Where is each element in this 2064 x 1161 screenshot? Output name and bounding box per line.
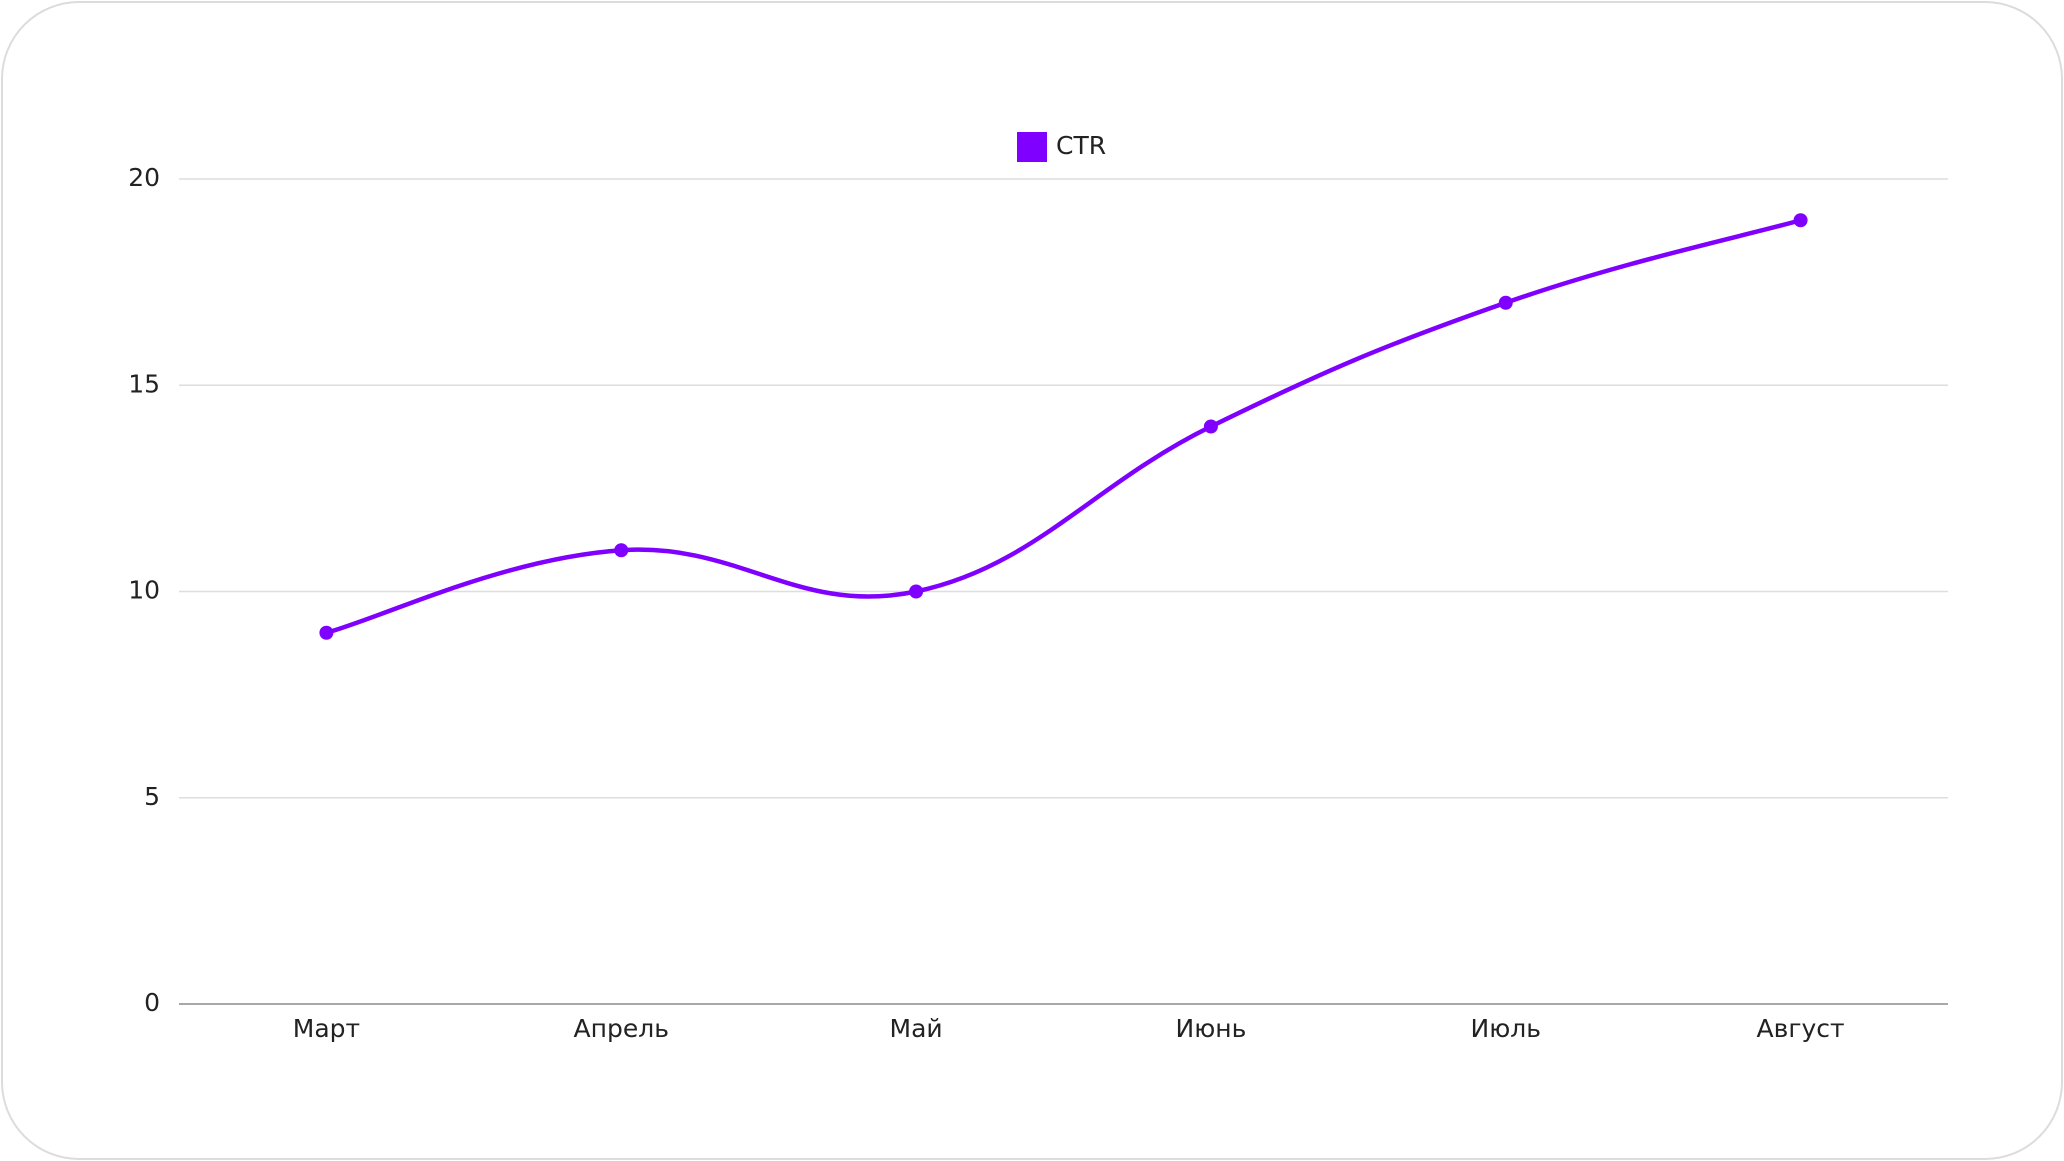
x-tick-label: Июль xyxy=(1471,1014,1541,1043)
x-tick-label: Март xyxy=(293,1014,360,1043)
y-tick-label: 15 xyxy=(128,369,160,398)
point xyxy=(319,625,334,640)
legend-label: CTR xyxy=(1056,131,1106,160)
x-tick-label: Апрель xyxy=(574,1014,669,1043)
point xyxy=(1498,295,1513,310)
x-tick-label: Май xyxy=(890,1014,943,1043)
y-tick-label: 20 xyxy=(128,163,160,192)
y-tick-label: 10 xyxy=(128,576,160,605)
legend-swatch xyxy=(1017,132,1047,162)
point xyxy=(1203,419,1218,434)
point xyxy=(1793,213,1808,228)
line xyxy=(325,218,1802,635)
y-tick-label: 5 xyxy=(144,782,160,811)
point xyxy=(614,543,629,558)
y-tick-label: 0 xyxy=(144,988,160,1017)
point xyxy=(909,584,924,599)
x-tick-label: Август xyxy=(1757,1014,1845,1043)
x-tick-label: Июнь xyxy=(1176,1014,1247,1043)
